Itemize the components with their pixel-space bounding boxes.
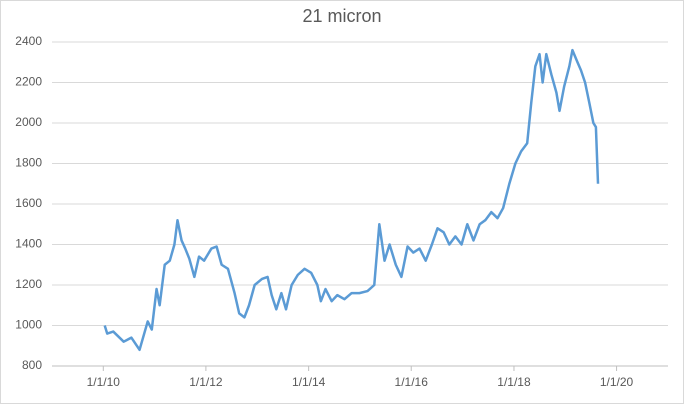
y-tick-label: 2400 xyxy=(15,34,42,48)
y-tick-label: 1200 xyxy=(15,277,42,291)
y-tick-label: 2000 xyxy=(15,115,42,129)
chart-title: 21 micron xyxy=(302,6,381,26)
y-tick-label: 800 xyxy=(22,358,42,372)
x-tick-label: 1/1/18 xyxy=(497,375,531,389)
y-tick-label: 1600 xyxy=(15,196,42,210)
x-tick-label: 1/1/16 xyxy=(395,375,429,389)
y-tick-label: 1000 xyxy=(15,318,42,332)
x-tick-label: 1/1/20 xyxy=(600,375,634,389)
data-line xyxy=(103,48,600,352)
x-tick-label: 1/1/14 xyxy=(292,375,326,389)
x-tick-label: 1/1/10 xyxy=(87,375,121,389)
y-tick-label: 1400 xyxy=(15,237,42,251)
y-tick-label: 1800 xyxy=(15,156,42,170)
y-tick-label: 2200 xyxy=(15,75,42,89)
x-tick-label: 1/1/12 xyxy=(189,375,223,389)
